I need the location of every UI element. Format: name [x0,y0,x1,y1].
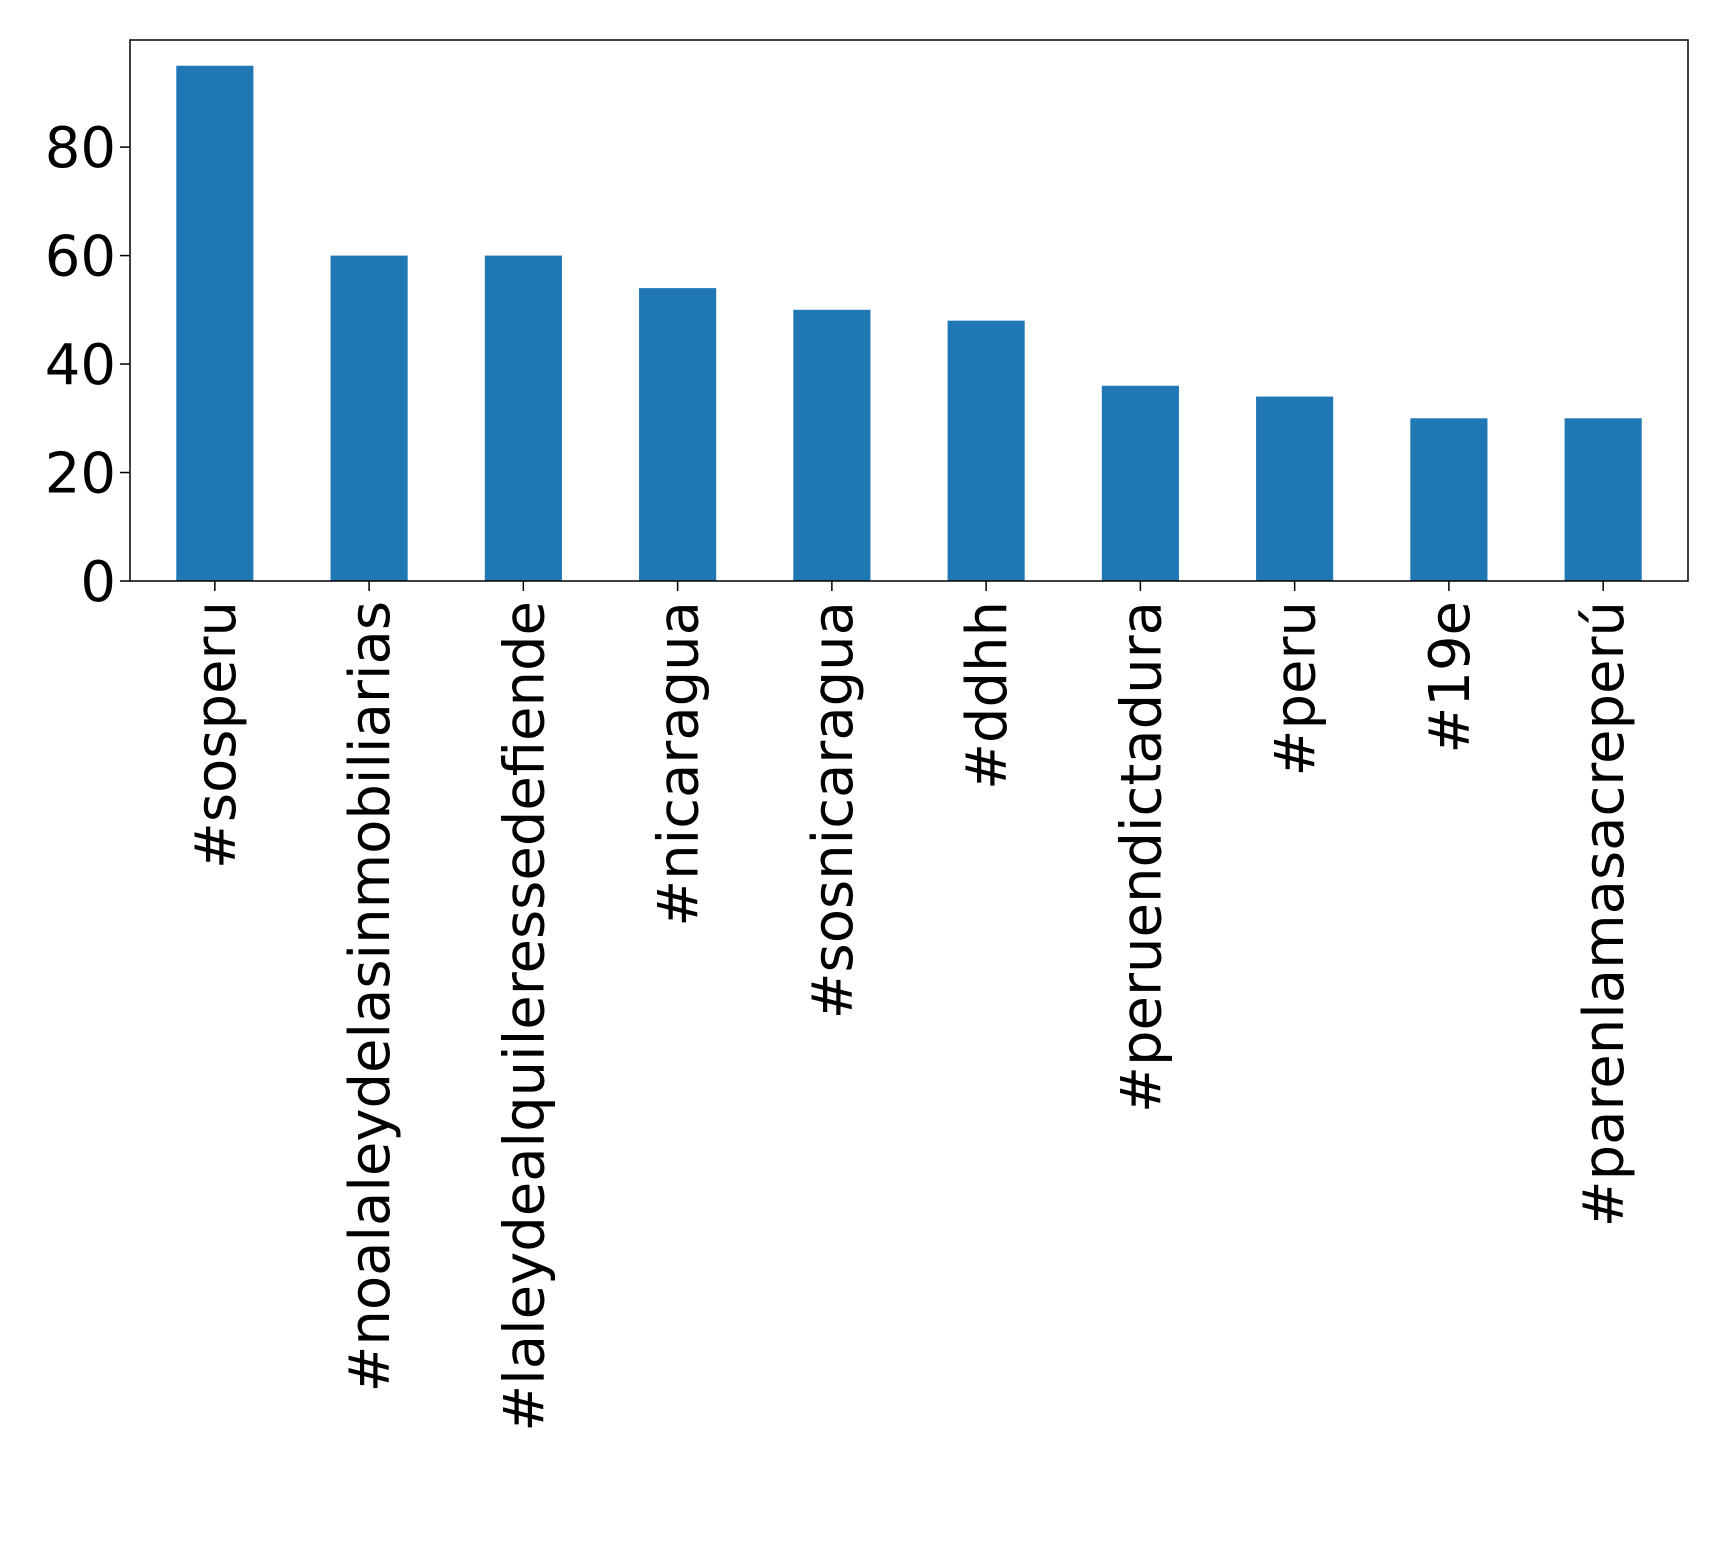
y-tick-label-2: 40 [45,333,116,398]
y-tick-label-3: 60 [45,225,116,290]
y-tick-label-1: 20 [45,442,116,507]
x-tick-label-4: #sosnicaragua [801,601,866,1019]
bar-5 [947,320,1025,581]
y-tick-label-0: 0 [80,550,116,615]
bar-6 [1101,385,1179,581]
plot-frame [129,39,1689,582]
x-tick-label-8: #19e [1418,601,1483,754]
x-tick-label-7: #peru [1264,601,1329,776]
bar-8 [1410,418,1488,581]
bar-7 [1256,396,1334,581]
x-tick-label-5: #ddhh [955,601,1020,790]
y-axis: 0 20 40 60 80 [45,116,130,615]
x-tick-label-9: #parenlamasacreperú [1572,601,1637,1227]
bar-1 [330,255,408,581]
bar-4 [793,309,871,581]
bars-group [176,65,1642,581]
bar-9 [1564,418,1642,581]
bar-2 [484,255,562,581]
x-tick-label-3: #nicaragua [647,601,712,927]
x-axis: #sosperu #noalaleydelasinmobiliarias #lale… [184,581,1637,1432]
x-tick-label-2: #laleydealquileressedefiende [492,601,557,1432]
x-tick-label-0: #sosperu [184,601,249,869]
x-tick-label-6: #peruendictadura [1109,601,1174,1113]
bar-3 [639,288,717,581]
y-tick-label-4: 80 [45,116,116,181]
bar-0 [176,65,254,581]
x-tick-label-1: #noalaleydelasinmobiliarias [338,601,403,1393]
